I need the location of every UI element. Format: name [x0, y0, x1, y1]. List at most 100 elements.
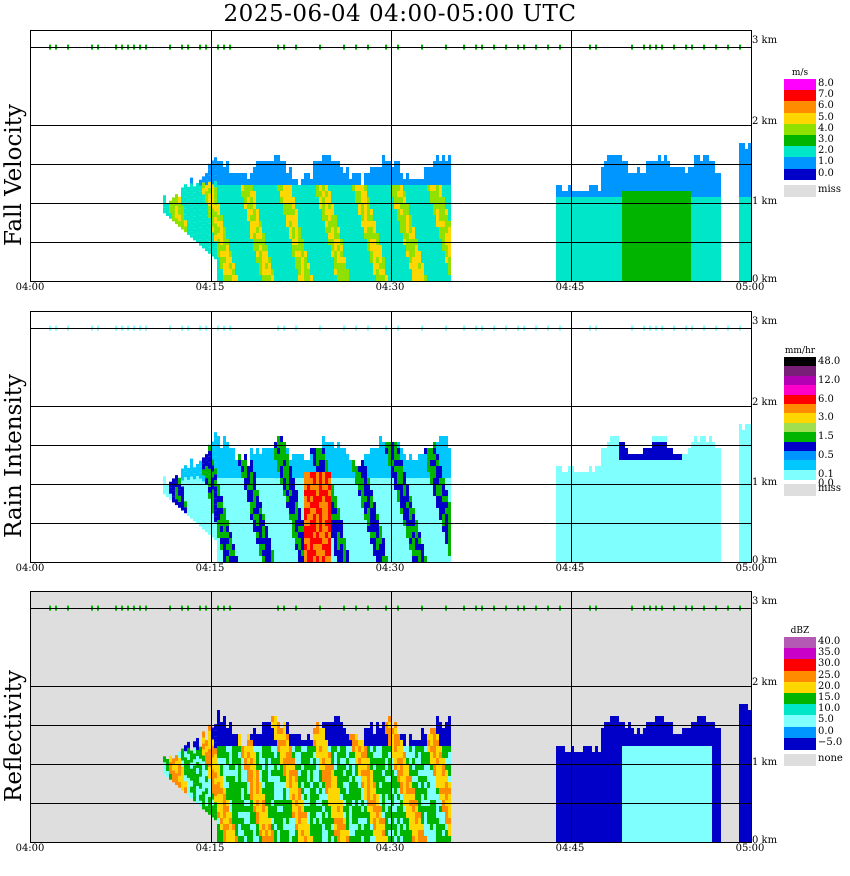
- echo-cell: [364, 460, 367, 466]
- echo-cell: [217, 556, 220, 562]
- echo-cell: [214, 510, 217, 516]
- echo-cell: [310, 233, 313, 239]
- echo-cell: [670, 185, 673, 191]
- echo-cell: [625, 460, 628, 466]
- echo-cell: [268, 263, 271, 269]
- echo-cell: [355, 526, 358, 532]
- echo-cell: [289, 209, 292, 215]
- echo-cell: [277, 221, 280, 227]
- echo-cell: [259, 173, 262, 179]
- echo-cell: [358, 466, 361, 472]
- echo-cell: [415, 251, 418, 257]
- echo-cell: [247, 257, 250, 263]
- echo-cell: [367, 245, 370, 251]
- echo-cell: [334, 466, 337, 472]
- echo-cell: [298, 227, 301, 233]
- echo-cell: [358, 556, 361, 562]
- echo-cell: [640, 245, 643, 251]
- echo-cell: [229, 556, 232, 562]
- echo-cell: [565, 472, 568, 478]
- echo-cell: [625, 496, 628, 502]
- echo-cell: [562, 251, 565, 257]
- echo-cell: [745, 245, 748, 251]
- echo-cell: [244, 502, 247, 508]
- echo-cell: [226, 245, 229, 251]
- echo-cell: [646, 233, 649, 239]
- echo-cell: [442, 502, 445, 508]
- echo-cell: [271, 526, 274, 532]
- echo-cell: [622, 502, 625, 508]
- echo-cell: [268, 460, 271, 466]
- echo-cell: [352, 556, 355, 562]
- echo-cell: [439, 496, 442, 502]
- echo-cell: [601, 466, 604, 472]
- echo-cell: [742, 179, 745, 185]
- echo-cell: [253, 179, 256, 185]
- echo-cell: [229, 251, 232, 257]
- echo-cell: [427, 215, 430, 221]
- echo-cell: [214, 157, 217, 163]
- echo-cell: [262, 508, 265, 514]
- echo-cell: [625, 550, 628, 556]
- echo-cell: [253, 245, 256, 251]
- echo-cell: [181, 493, 184, 499]
- echo-cell: [343, 454, 346, 460]
- echo-cell: [412, 245, 415, 251]
- echo-cell: [742, 257, 745, 263]
- echo-cell: [586, 550, 589, 556]
- echo-cell: [265, 508, 268, 514]
- echo-cell: [448, 209, 451, 215]
- echo-cell: [214, 253, 217, 259]
- echo-cell: [559, 257, 562, 263]
- echo-cell: [613, 454, 616, 460]
- echo-cell: [307, 275, 310, 281]
- echo-cell: [196, 225, 199, 231]
- echo-cell: [430, 490, 433, 496]
- echo-cell: [370, 185, 373, 191]
- echo-cell: [583, 496, 586, 502]
- echo-cell: [448, 179, 451, 185]
- echo-cell: [214, 235, 217, 241]
- echo-cell: [418, 269, 421, 275]
- echo-cell: [355, 496, 358, 502]
- echo-cell: [262, 179, 265, 185]
- echo-cell: [268, 514, 271, 520]
- echo-cell: [619, 478, 622, 484]
- echo-cell: [643, 233, 646, 239]
- echo-cell: [640, 454, 643, 460]
- echo-cell: [256, 496, 259, 502]
- echo-cell: [256, 514, 259, 520]
- echo-cell: [256, 508, 259, 514]
- echo-cell: [436, 233, 439, 239]
- echo-cell: [310, 490, 313, 496]
- echo-cell: [400, 275, 403, 281]
- echo-cell: [244, 478, 247, 484]
- echo-cell: [259, 245, 262, 251]
- echo-cell: [367, 269, 370, 275]
- echo-cell: [379, 532, 382, 538]
- echo-cell: [331, 532, 334, 538]
- echo-cell: [445, 221, 448, 227]
- echo-cell: [232, 179, 235, 185]
- echo-cell: [322, 466, 325, 472]
- echo-cell: [322, 227, 325, 233]
- echo-cell: [697, 233, 700, 239]
- echo-cell: [199, 186, 202, 192]
- echo-cell: [631, 532, 634, 538]
- echo-cell: [304, 490, 307, 496]
- echo-cell: [217, 263, 220, 269]
- echo-cell: [238, 556, 241, 562]
- echo-cell: [424, 496, 427, 502]
- echo-cell: [418, 179, 421, 185]
- echo-cell: [325, 526, 328, 532]
- echo-cell: [691, 251, 694, 257]
- echo-cell: [340, 167, 343, 173]
- echo-cell: [223, 209, 226, 215]
- echo-cell: [373, 454, 376, 460]
- echo-cell: [301, 460, 304, 466]
- echo-cell: [436, 173, 439, 179]
- echo-cell: [610, 532, 613, 538]
- echo-cell: [577, 526, 580, 532]
- echo-cell: [559, 496, 562, 502]
- echo-cell: [436, 263, 439, 269]
